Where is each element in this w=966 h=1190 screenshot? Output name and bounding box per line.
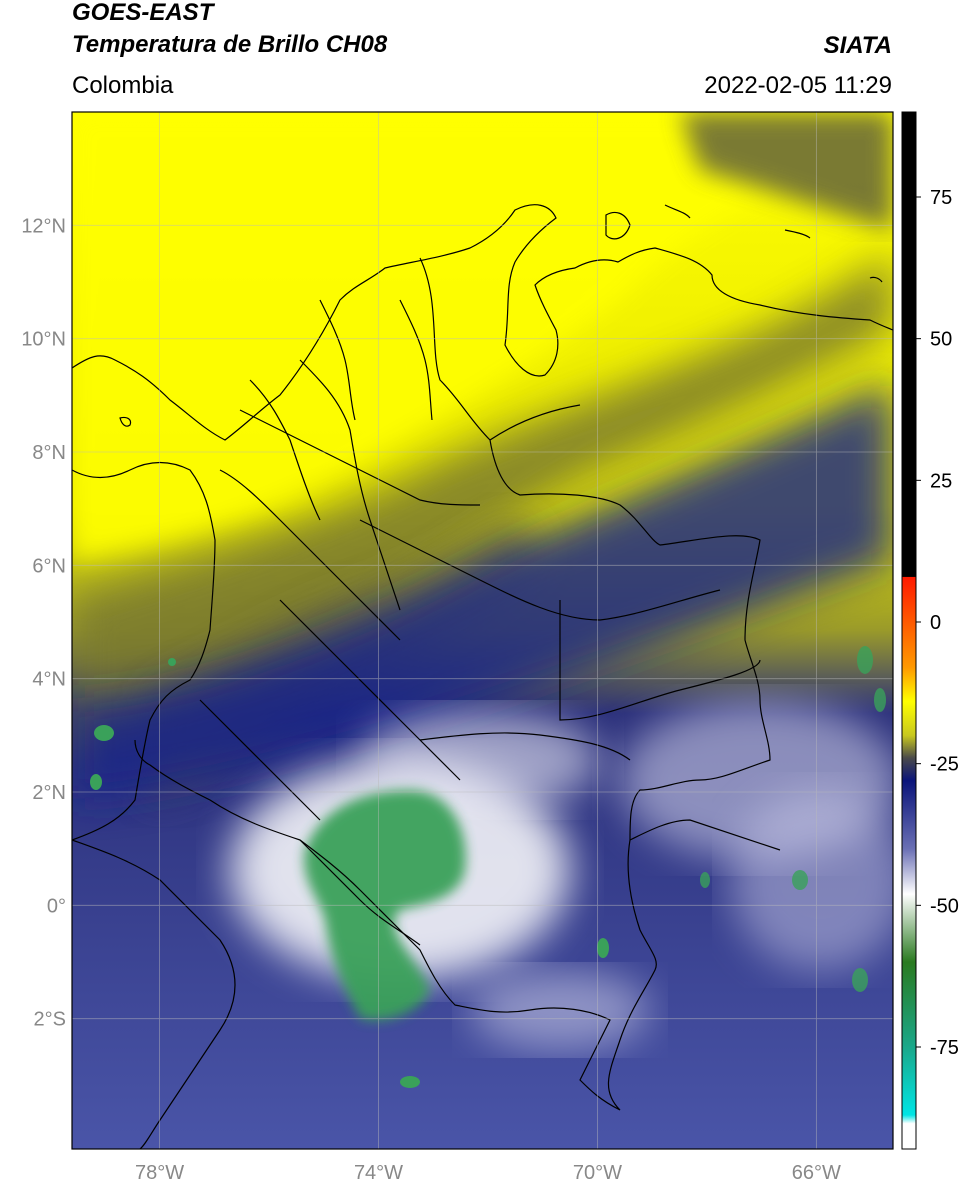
caribbean-coastline: [72, 204, 893, 441]
colorbar-tick-label: -50: [930, 895, 959, 917]
dept-border-2: [219, 469, 401, 641]
lat-tick-label: 12°N: [21, 215, 66, 237]
dept-border-1: [239, 409, 481, 506]
lat-tick-label: 2°N: [32, 782, 66, 804]
dept-border-5: [279, 599, 461, 781]
gridlines: [72, 112, 893, 1149]
longitude-ticks: 78°W 74°W 70°W 66°W: [135, 1162, 841, 1184]
dept-border-11: [399, 299, 433, 421]
colorbar-tick-label: 75: [930, 187, 952, 209]
map-frame: [71, 111, 894, 1150]
satellite-title: GOES-EAST: [72, 0, 214, 26]
colorbar-tick-label: 25: [930, 470, 952, 492]
colorbar-tick-label: -25: [930, 754, 959, 776]
colorbar-tick-label: -75: [930, 1037, 959, 1059]
island-2: [664, 204, 691, 219]
latitude-ticks: 12°N 10°N 8°N 6°N 4°N 2°N 0° 2°S: [21, 215, 66, 1030]
lon-tick-label: 70°W: [573, 1162, 622, 1184]
peru-border: [299, 839, 421, 946]
colorbar-tick-label: 0: [930, 612, 941, 634]
island-4: [869, 276, 883, 283]
dept-border-4: [359, 519, 721, 621]
brightness-temperature-field: [72, 112, 893, 1149]
lat-tick-label: 6°N: [32, 555, 66, 577]
dept-border-8: [199, 699, 321, 821]
lat-tick-label: 10°N: [21, 329, 66, 351]
lon-tick-label: 74°W: [354, 1162, 403, 1184]
lon-tick-label: 66°W: [792, 1162, 841, 1184]
dept-border-6: [559, 600, 761, 721]
lat-tick-label: 4°N: [32, 669, 66, 691]
dept-border-10: [319, 299, 356, 421]
region-label: Colombia: [72, 72, 174, 99]
lat-tick-label: 2°S: [34, 1009, 66, 1031]
pacific-coastline: [72, 461, 216, 841]
lon-tick-label: 78°W: [135, 1162, 184, 1184]
brazil-border: [629, 819, 781, 851]
brand-label: SIATA: [823, 32, 892, 59]
island-5: [119, 416, 132, 427]
venezuela-border: [489, 404, 581, 441]
colorbar-tick-label: 50: [930, 329, 952, 351]
ecuador-peru-coast: [72, 839, 236, 1149]
lat-tick-label: 8°N: [32, 442, 66, 464]
island-3: [784, 229, 811, 239]
dept-border-7: [419, 732, 631, 761]
lat-tick-label: 0°: [47, 895, 66, 917]
colorbar-ticks: 75 50 25 0 -25 -50 -75: [916, 187, 959, 1059]
borders-overlay: [72, 204, 893, 1149]
dept-border-9: [249, 379, 321, 521]
colorbar: [902, 112, 916, 1149]
colombia-border: [134, 257, 771, 1111]
datetime-label: 2022-02-05 11:29: [704, 72, 892, 99]
product-title: Temperatura de Brillo CH08: [72, 31, 388, 58]
colorbar-frame: [901, 111, 917, 1150]
